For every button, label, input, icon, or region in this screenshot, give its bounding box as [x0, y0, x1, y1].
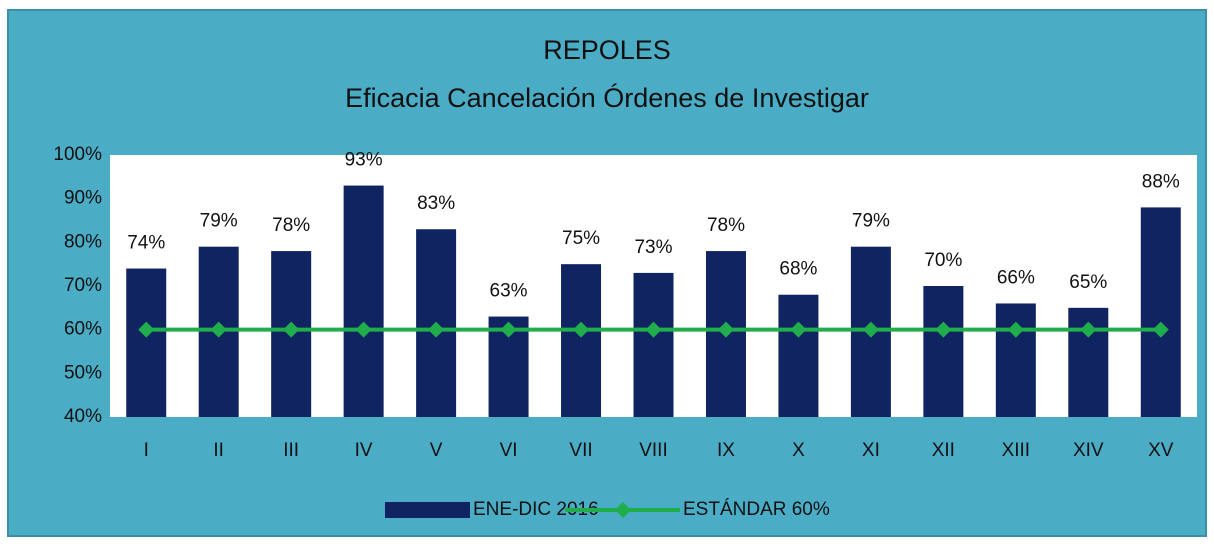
data-label: 75%: [562, 228, 600, 249]
x-tick-label: IX: [717, 440, 735, 461]
chart-title: REPOLES: [543, 35, 671, 65]
line-marker: [355, 321, 372, 338]
x-tick-label: I: [144, 440, 149, 461]
x-tick-label: V: [430, 440, 443, 461]
data-label: 83%: [417, 193, 455, 214]
x-tick-label: XIII: [1002, 440, 1031, 461]
data-label: 93%: [345, 150, 383, 171]
y-tick-label: 90%: [64, 188, 102, 209]
data-label: 68%: [779, 259, 817, 280]
data-label: 74%: [127, 233, 165, 254]
line-marker: [935, 321, 952, 338]
bar: [561, 264, 602, 417]
line-marker: [645, 321, 662, 338]
x-tick-label: III: [283, 440, 299, 461]
x-tick-label: IV: [355, 440, 373, 461]
line-marker: [1007, 321, 1024, 338]
bar: [633, 272, 674, 417]
chart-subtitle: Eficacia Cancelación Órdenes de Investig…: [345, 82, 869, 113]
bar: [923, 286, 964, 417]
line-marker: [283, 321, 300, 338]
y-tick-label: 60%: [64, 319, 102, 340]
data-label: 63%: [490, 281, 528, 302]
line-marker: [210, 321, 227, 338]
y-tick-label: 100%: [53, 144, 102, 165]
x-tick-label: II: [213, 440, 224, 461]
y-tick-label: 70%: [64, 275, 102, 296]
legend-marker: [615, 502, 631, 518]
line-marker: [790, 321, 807, 338]
line-marker: [500, 321, 517, 338]
line-marker: [1152, 321, 1169, 338]
bar: [778, 294, 819, 417]
bar: [343, 185, 384, 417]
line-marker: [428, 321, 445, 338]
data-label: 70%: [924, 250, 962, 271]
x-tick-label: XI: [862, 440, 880, 461]
data-label: 79%: [200, 211, 238, 232]
legend-swatch: [385, 502, 470, 518]
x-tick-label: XIV: [1073, 440, 1104, 461]
data-label: 78%: [272, 215, 310, 236]
line-marker: [138, 321, 155, 338]
data-label: 88%: [1142, 171, 1180, 192]
y-tick-label: 50%: [64, 362, 102, 383]
bar: [126, 268, 167, 417]
legend-label: ESTÁNDAR 60%: [683, 499, 830, 520]
x-tick-label: VIII: [639, 440, 668, 461]
line-marker: [573, 321, 590, 338]
bar: [995, 303, 1036, 417]
y-tick-label: 40%: [64, 406, 102, 427]
data-label: 66%: [997, 267, 1035, 288]
x-tick-label: XII: [932, 440, 955, 461]
data-label: 73%: [634, 237, 672, 258]
data-label: 79%: [852, 211, 890, 232]
x-tick-label: X: [792, 440, 805, 461]
x-tick-label: VI: [500, 440, 518, 461]
x-tick-label: XV: [1148, 440, 1174, 461]
data-label: 65%: [1069, 272, 1107, 293]
line-marker: [1080, 321, 1097, 338]
y-tick-label: 80%: [64, 231, 102, 252]
line-marker: [862, 321, 879, 338]
legend-label: ENE-DIC 2016: [473, 499, 599, 520]
bar: [1140, 207, 1181, 417]
data-label: 78%: [707, 215, 745, 236]
x-tick-label: VII: [569, 440, 592, 461]
line-marker: [717, 321, 734, 338]
